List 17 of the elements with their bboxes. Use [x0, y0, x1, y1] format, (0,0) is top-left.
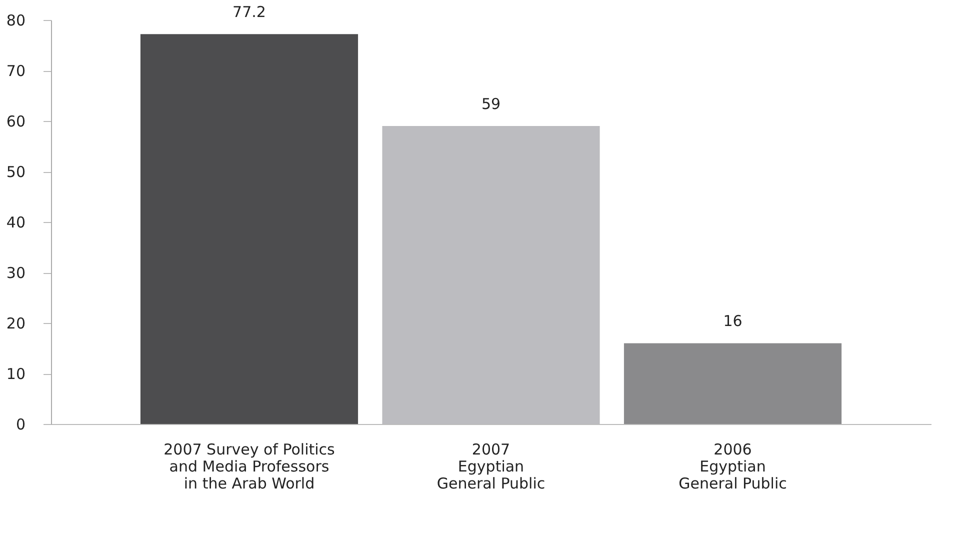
y-tick-label: 0 — [16, 416, 26, 434]
y-tick-label: 60 — [6, 112, 26, 130]
y-tick-label: 30 — [6, 264, 26, 282]
bar — [624, 343, 842, 424]
x-tick-label: 2007 Egyptian General Public — [436, 440, 546, 492]
y-tick-label: 40 — [6, 214, 26, 232]
y-tick-label: 80 — [6, 12, 26, 30]
y-tick-label: 70 — [6, 62, 26, 80]
y-tick-label: 10 — [6, 365, 26, 383]
data-label: 59 — [481, 95, 501, 114]
data-label: 16 — [723, 312, 742, 330]
x-tick-label: 2007 Survey of Politics and Media Professors in the Arab World — [164, 440, 336, 492]
y-tick-label: 50 — [6, 163, 26, 181]
data-label: 77.2 — [232, 3, 266, 22]
bar — [140, 34, 358, 424]
x-tick-label: 2006 Egyptian General Public — [678, 440, 787, 492]
y-tick-label: 20 — [6, 314, 26, 332]
